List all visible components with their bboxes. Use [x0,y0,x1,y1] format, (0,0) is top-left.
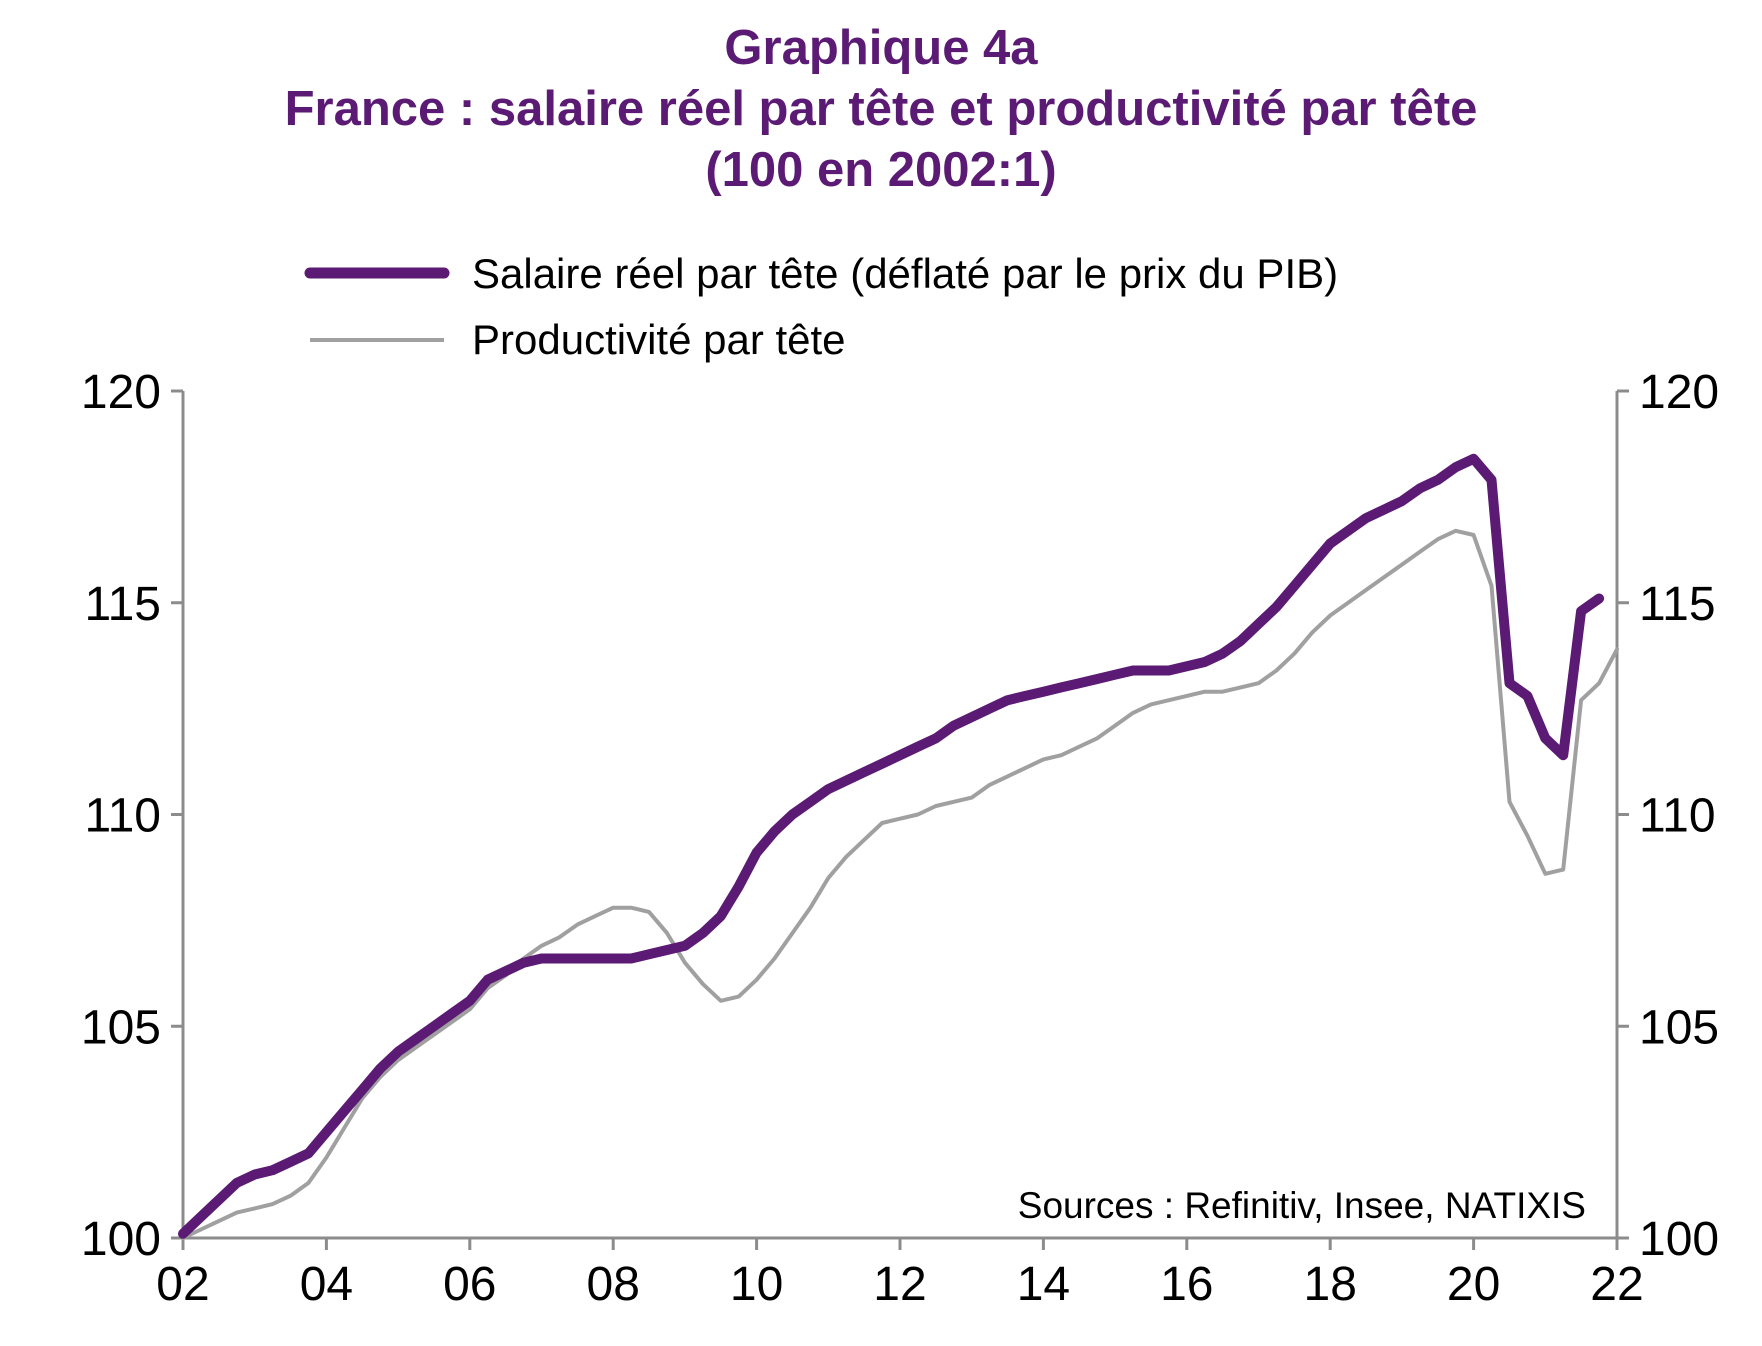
x-tick-label: 12 [873,1258,926,1311]
chart-title-line-1: Graphique 4a [724,21,1038,75]
left-y-tick-label: 110 [84,790,161,843]
x-tick-label: 06 [443,1258,496,1311]
ticks [171,389,1629,1250]
chart-title-line-2: France : salaire réel par tête et produc… [284,82,1478,136]
left-y-tick-label: 115 [84,578,161,631]
x-tick-label: 18 [1304,1258,1357,1311]
legend-label-productivite: Productivité par tête [472,316,846,363]
left-y-tick-label: 105 [81,1001,161,1054]
source-note: Sources : Refinitiv, Insee, NATIXIS [1018,1185,1586,1226]
right-y-tick-label: 120 [1639,366,1719,419]
axes [181,391,1619,1240]
series-line-salaire [178,453,1605,1239]
x-tick-label: 10 [730,1258,783,1311]
right-y-tick-label: 110 [1639,790,1716,843]
x-tick-label: 16 [1160,1258,1213,1311]
x-tick-label: 02 [156,1258,209,1311]
x-tick-label: 04 [300,1258,353,1311]
series-line-productivite [181,528,1619,1240]
x-tick-label: 08 [587,1258,640,1311]
tick-labels: 02 04 06 08 10 12 14 16 18 20 22100105110115120100… [81,366,1719,1311]
x-tick-label: 22 [1590,1258,1643,1311]
left-y-tick-label: 100 [81,1213,161,1266]
x-tick-label: 20 [1447,1258,1500,1311]
left-y-tick-label: 120 [81,366,161,419]
right-y-tick-label: 100 [1639,1213,1719,1266]
chart-title: Graphique 4a France : salaire réel par t… [0,18,1762,201]
series-lines [178,453,1619,1240]
chart-title-line-3: (100 en 2002:1) [705,143,1057,197]
right-y-tick-label: 115 [1639,578,1716,631]
right-y-tick-label: 105 [1639,1001,1719,1054]
legend: Salaire réel par tête (déflaté par le pr… [304,250,1338,363]
legend-label-salaire: Salaire réel par tête (déflaté par le pr… [472,250,1338,297]
x-tick-label: 14 [1017,1258,1070,1311]
